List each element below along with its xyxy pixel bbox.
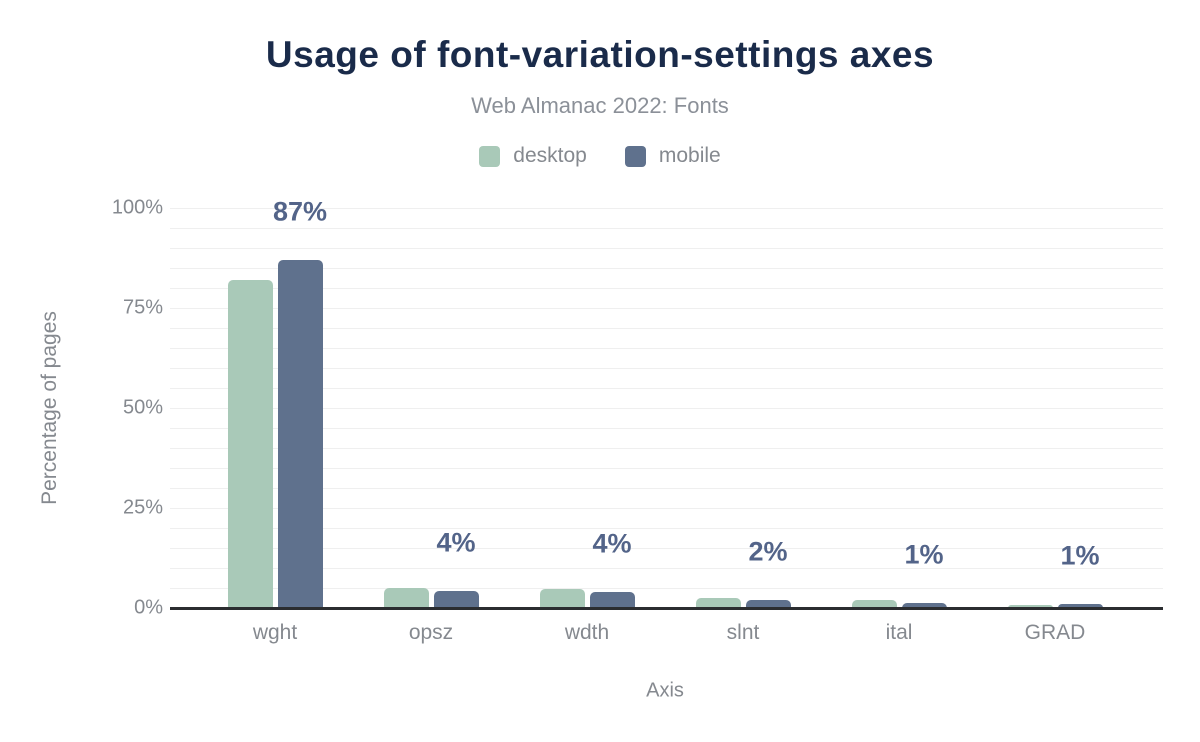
gridline [170, 528, 1163, 529]
value-label-slnt: 2% [748, 536, 788, 567]
legend-label-mobile: mobile [658, 144, 721, 167]
y-tick-label: 75% [122, 296, 163, 319]
bar-desktop-slnt [695, 597, 741, 608]
gridline [170, 228, 1163, 229]
legend-label-desktop: desktop [513, 144, 587, 167]
bar-mobile-ital [901, 603, 947, 608]
gridline [170, 308, 1163, 309]
gridline [170, 208, 1163, 209]
bar-mobile-slnt [745, 599, 791, 608]
gridline [170, 248, 1163, 249]
bar-desktop-ital [851, 599, 897, 608]
bar-desktop-wdth [539, 588, 585, 608]
y-tick-label: 0% [134, 596, 163, 619]
x-tick-label-GRAD: GRAD [1024, 621, 1086, 644]
x-tick-label-ital: ital [885, 621, 913, 644]
legend: desktop mobile [0, 144, 1200, 168]
value-label-GRAD: 1% [1060, 540, 1100, 571]
value-label-wght: 87% [272, 196, 328, 227]
bar-desktop-wght [227, 280, 273, 608]
bar-mobile-wdth [589, 592, 635, 608]
value-label-ital: 1% [904, 539, 944, 570]
x-tick-label-wdth: wdth [564, 621, 610, 644]
gridline [170, 268, 1163, 269]
bar-desktop-opsz [383, 588, 429, 608]
x-axis-title: Axis [646, 679, 684, 702]
x-axis-line [170, 607, 1163, 610]
y-tick-label: 100% [111, 196, 163, 219]
gridline [170, 328, 1163, 329]
legend-item-mobile: mobile [624, 144, 721, 168]
legend-item-desktop: desktop [479, 144, 587, 168]
bar-desktop-GRAD [1007, 605, 1053, 608]
gridline [170, 288, 1163, 289]
x-tick-label-opsz: opsz [408, 621, 454, 644]
gridline [170, 348, 1163, 349]
gridline [170, 568, 1163, 569]
gridline [170, 428, 1163, 429]
bar-mobile-GRAD [1057, 604, 1103, 608]
chart-subtitle: Web Almanac 2022: Fonts [471, 93, 729, 118]
gridline [170, 448, 1163, 449]
chart-title: Usage of font-variation-settings axes [265, 34, 935, 75]
gridline [170, 508, 1163, 509]
y-tick-label: 50% [122, 396, 163, 419]
value-label-wdth: 4% [592, 528, 632, 559]
legend-swatch-desktop-icon [479, 145, 501, 167]
x-tick-label-wght: wght [252, 621, 298, 644]
y-tick-label: 25% [122, 496, 163, 519]
x-tick-label-slnt: slnt [726, 621, 760, 644]
gridline [170, 468, 1163, 469]
bar-mobile-opsz [433, 591, 479, 608]
bar-mobile-wght [277, 260, 323, 608]
gridline [170, 368, 1163, 369]
gridline [170, 408, 1163, 409]
gridline [170, 488, 1163, 489]
gridline [170, 588, 1163, 589]
value-label-opsz: 4% [436, 527, 476, 558]
legend-swatch-mobile-icon [624, 145, 646, 167]
gridline [170, 548, 1163, 549]
gridline [170, 388, 1163, 389]
